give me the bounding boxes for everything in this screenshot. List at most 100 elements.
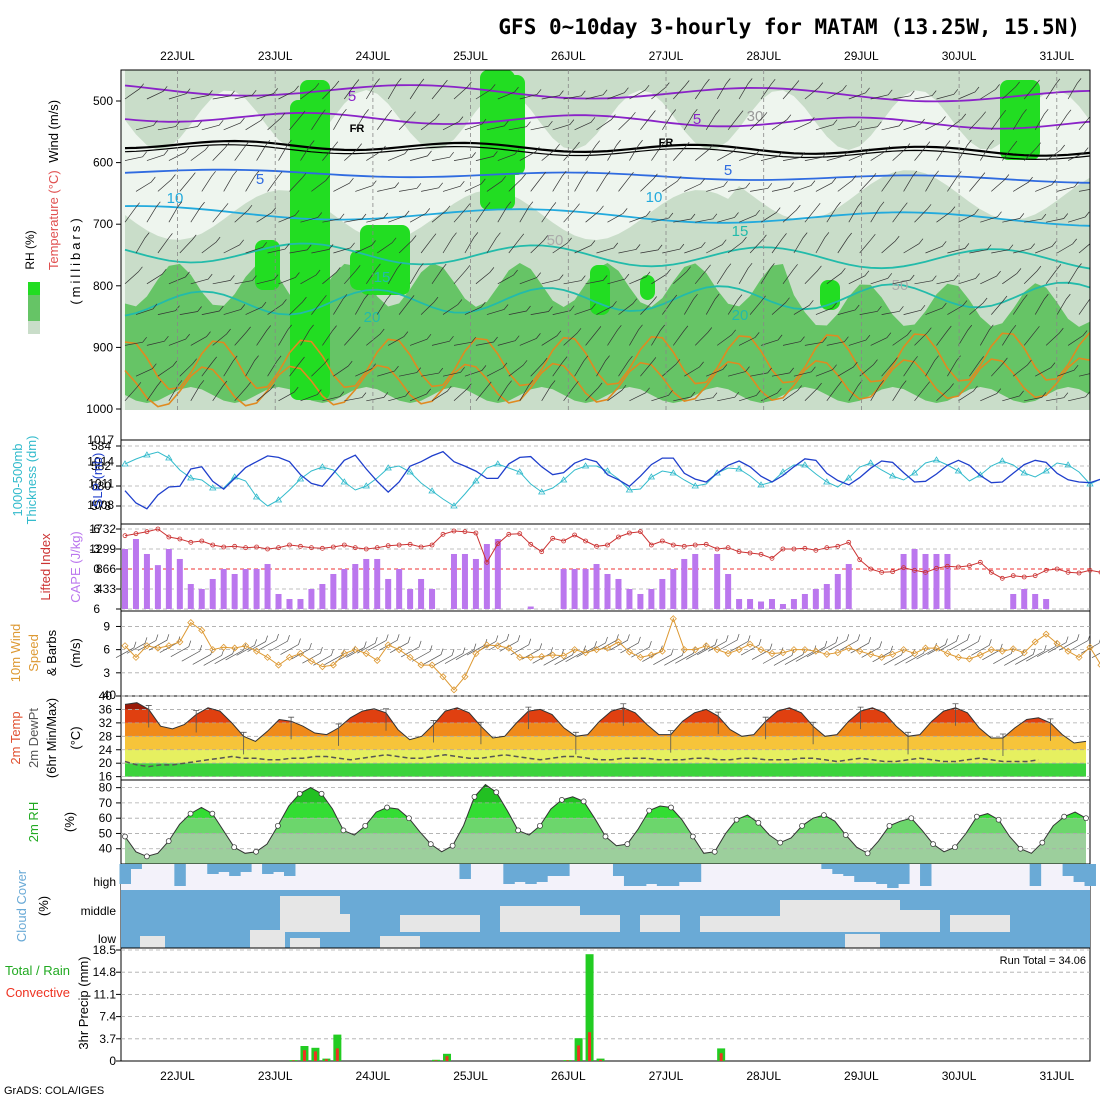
upper-wind-barb [936, 383, 954, 402]
bottom-date-label: 25JUL [453, 1069, 488, 1083]
upper-wind-barb [1023, 79, 1040, 100]
wind10-point [702, 642, 710, 650]
upper-wind-barb [124, 336, 147, 346]
upper-wind-barb [826, 150, 849, 161]
upper-wind-barb [541, 380, 556, 401]
cape-bar [154, 565, 161, 609]
cape-bar [330, 573, 337, 609]
lifted-index-point [813, 547, 819, 553]
upper-wind-barb [991, 174, 1010, 192]
upper-wind-barb [673, 391, 696, 402]
lifted-index-point [934, 565, 939, 571]
upper-wind-barb [848, 380, 863, 401]
ytick-label: 28 [99, 729, 113, 743]
upper-wind-barb [947, 243, 970, 254]
upper-wind-barb [519, 201, 534, 223]
upper-wind-barb [750, 367, 772, 377]
upper-wind-barb [245, 170, 260, 192]
wind10-point [1097, 662, 1100, 668]
upper-wind-barb [947, 300, 968, 315]
upper-wind-barb [201, 356, 217, 377]
rh-point [296, 790, 303, 797]
upper-wind-barb [190, 144, 210, 161]
wind10-point [307, 657, 315, 665]
upper-wind-barb [376, 109, 392, 131]
upper-wind-barb [519, 333, 541, 346]
upper-wind-barb [146, 335, 169, 346]
upper-wind-barb [508, 173, 526, 192]
lifted-index-point [1043, 567, 1049, 573]
thickness-point [603, 467, 612, 474]
minmax-marker [430, 720, 437, 743]
cape-bar [308, 589, 315, 609]
minmax-marker [477, 721, 484, 745]
cape-bar [944, 553, 951, 609]
upper-wind-barb [333, 360, 353, 377]
rh-point [515, 827, 521, 834]
ytick-label: 14.8 [93, 965, 117, 979]
thickness-point [910, 469, 919, 476]
upper-wind-barb [684, 241, 706, 254]
upper-wind-barb [1034, 293, 1049, 315]
ytick-label: 7.4 [99, 1010, 116, 1024]
upper-wind-barb [311, 358, 329, 377]
upper-wind-barb [914, 204, 932, 223]
upper-wind-barb [969, 244, 992, 254]
top-date-label: 22JUL [160, 49, 195, 63]
upper-wind-barb [212, 90, 235, 100]
upper-wind-barb [442, 116, 464, 131]
upper-wind-barb [486, 362, 508, 377]
wind10-point [560, 652, 568, 660]
upper-wind-barb [486, 232, 501, 254]
lifted-index-point [616, 534, 621, 540]
bottom-date-label: 26JUL [551, 1069, 586, 1083]
precip-conv-bar [434, 1060, 438, 1061]
upper-wind-barb [442, 232, 457, 254]
wind10-point [571, 646, 579, 654]
cloud-high-bar [525, 864, 537, 884]
upper-wind-barb [124, 266, 143, 285]
upper-wind-barb [771, 297, 790, 315]
cape-bar [615, 578, 622, 609]
upper-wind-barb [728, 182, 751, 192]
minmax-marker [905, 731, 912, 755]
precip-conv-bar [324, 1059, 328, 1061]
upper-wind-barb [1056, 109, 1072, 130]
wind10-barb [192, 648, 214, 665]
lifted-index-point [473, 530, 479, 536]
upper-wind-barb [409, 263, 424, 284]
wind10-barb [631, 641, 652, 658]
wind10-barb [269, 635, 290, 652]
upper-wind-barb [190, 90, 213, 100]
wind10-point [801, 646, 809, 654]
upper-wind-barb [157, 233, 173, 254]
upper-wind-barb [574, 117, 596, 131]
upper-wind-barb [245, 355, 259, 377]
cloud-low-gap [290, 938, 320, 948]
upper-wind-barb [278, 210, 300, 223]
cape-bar [220, 569, 227, 609]
upper-wind-barb [585, 140, 600, 161]
upper-wind-barb [892, 143, 911, 161]
upper-wind-barb [782, 264, 798, 285]
top-date-label: 29JUL [844, 49, 879, 63]
wind10-barb [126, 637, 148, 654]
upper-wind-barb [355, 180, 377, 192]
bottom-date-label: 22JUL [160, 1069, 195, 1083]
thickness-point [143, 451, 151, 458]
upper-wind-barb [311, 109, 326, 130]
upper-wind-barb [344, 79, 360, 100]
rh-point [275, 822, 281, 829]
lifted-index-point [309, 545, 314, 551]
thickness-point [1020, 469, 1028, 476]
upper-wind-barb [760, 207, 781, 223]
ytick-label: 0 [93, 562, 100, 576]
upper-wind-barb [694, 78, 710, 100]
top-date-label: 28JUL [746, 49, 781, 63]
lifted-index-line [124, 528, 1100, 579]
cloud-high-bar [174, 864, 186, 886]
cape-bar [593, 564, 600, 609]
contour-label: 50 [892, 277, 909, 294]
upper-wind-barb [980, 211, 1002, 223]
upper-wind-barb [881, 171, 897, 192]
